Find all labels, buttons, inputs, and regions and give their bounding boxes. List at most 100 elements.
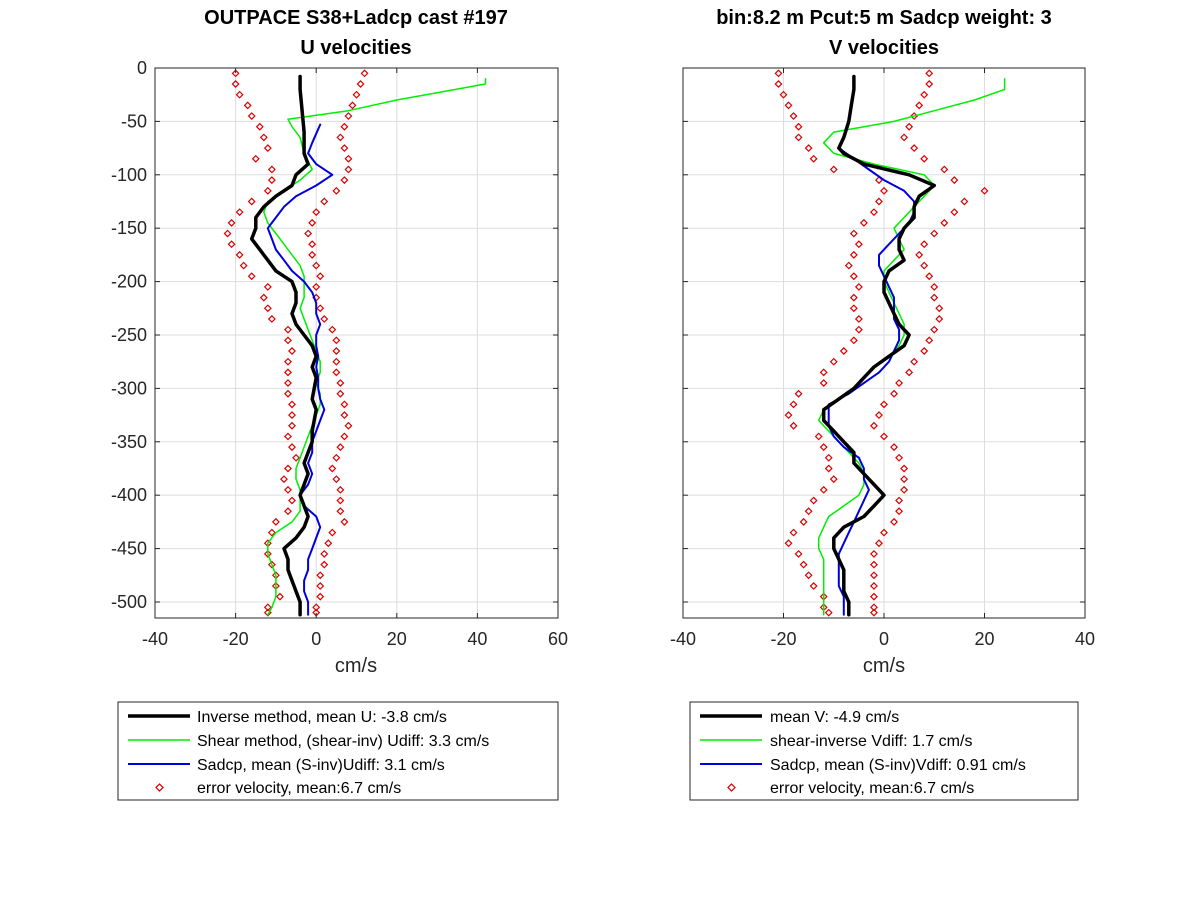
v-error-velocity-point (925, 272, 934, 281)
v-error-velocity-point (819, 368, 828, 377)
u-error-velocity-point (284, 507, 292, 516)
u-panel-x-ticks: -40 -20 0 20 40 60 (142, 68, 568, 649)
v-error-velocity-point (819, 592, 828, 601)
v-panel-legend: mean V: -4.9 cm/s shear-inverse Vdiff: 1… (689, 701, 1079, 801)
v-error-velocity-point (895, 496, 904, 505)
v-error-velocity-point (900, 133, 909, 142)
u-error-velocity-point (340, 517, 349, 526)
v-error-velocity-point (849, 293, 858, 302)
v-error-velocity-point (774, 69, 783, 78)
v-error-velocity-point (960, 197, 969, 206)
v-error-velocity-point (789, 112, 798, 121)
v-error-velocity-point (875, 539, 883, 548)
u-error-velocity-point (263, 603, 272, 612)
u-error-velocity-point (267, 560, 276, 569)
v-error-velocity-point (814, 432, 823, 441)
v-error-velocity-point (920, 347, 929, 355)
u-error-velocity-point (352, 90, 361, 99)
v-error-velocity-point (789, 528, 798, 537)
u-error-velocity-point (340, 176, 349, 185)
v-error-velocity-point (930, 229, 939, 238)
v-velocity-panel: bin:8.2 m Pcut:5 m Sadcp weight: 3 V vel… (670, 7, 1095, 677)
u-error-velocity-point (312, 282, 321, 291)
u-error-velocity-point (332, 347, 341, 355)
v-error-velocity-point (910, 357, 919, 366)
u-error-velocity-point (231, 69, 240, 78)
v-error-velocity-point (869, 571, 878, 580)
u-y-tick-label: -200 (111, 272, 147, 292)
u-panel-y-ticks: 0 -50 -100 -150 -200 -250 -300 -350 -400 -450 -500 (111, 58, 558, 612)
u-error-velocity-point (332, 368, 341, 377)
v-error-velocity-point (880, 186, 888, 195)
u-inverse-profile-line (249, 74, 318, 617)
v-panel-y-ticks (683, 67, 1085, 603)
u-error-velocity-point (328, 464, 337, 473)
v-error-velocity-point (900, 475, 909, 484)
v-error-velocity-point (915, 101, 924, 110)
u-x-tick-label: 60 (548, 629, 568, 649)
u-y-tick-label: -450 (111, 539, 147, 559)
v-error-velocity-point (940, 218, 949, 227)
v-legend-sadcp-label: Sadcp, mean (S-inv)Vdiff: 0.91 cm/s (770, 757, 1026, 774)
v-error-velocity-point (869, 549, 878, 558)
v-error-velocity-point (950, 176, 959, 185)
u-error-velocity-point (344, 154, 353, 163)
v-panel-x-axis-label: cm/s (863, 655, 905, 677)
u-x-tick-label: 20 (387, 629, 407, 649)
v-error-velocity-point (895, 507, 904, 516)
u-error-velocity-point (267, 165, 276, 174)
v-error-velocity-point (824, 608, 833, 617)
u-error-velocity-point (348, 101, 357, 110)
u-error-velocity-point (227, 218, 236, 227)
v-error-velocity-point (895, 453, 904, 462)
u-error-velocity-point (223, 229, 232, 238)
u-error-velocity-point (271, 517, 280, 526)
v-inverse-profile-line (821, 74, 937, 617)
v-error-velocity-point (980, 186, 989, 195)
u-x-tick-label: -40 (142, 629, 168, 649)
v-error-velocity-point (819, 603, 828, 612)
u-error-velocity-point (336, 485, 345, 494)
v-error-velocity-point (819, 379, 828, 388)
v-error-velocity-point (839, 347, 848, 355)
u-x-tick-label: 0 (311, 629, 321, 649)
u-error-velocity-point (344, 112, 353, 121)
v-error-velocity-point (925, 336, 934, 345)
v-error-velocity-point (829, 475, 838, 484)
u-error-velocity-point (288, 411, 296, 420)
u-error-velocity-point (263, 186, 272, 195)
v-error-velocity-point (854, 240, 863, 249)
u-error-velocity-point (247, 272, 256, 281)
u-error-velocity-point (288, 400, 296, 409)
v-error-velocity-point (849, 304, 858, 313)
v-error-velocity-point (905, 122, 914, 131)
v-error-velocity-point (925, 69, 934, 78)
u-error-velocity-point (332, 453, 341, 462)
v-panel-title-line2: V velocities (829, 37, 939, 59)
u-error-velocity-point (320, 315, 329, 323)
u-error-velocity-point (308, 218, 317, 227)
u-error-velocity-point (247, 197, 256, 206)
v-error-velocity-point (930, 282, 939, 291)
v-error-velocity-point (859, 218, 868, 227)
v-error-velocity-point (794, 133, 803, 142)
v-error-velocity-point (799, 560, 808, 569)
u-error-velocity-point (235, 208, 244, 217)
u-error-velocity-point (243, 101, 252, 110)
u-error-velocity-point (320, 197, 329, 206)
u-error-velocity-point (271, 571, 280, 580)
u-error-velocity-point (263, 144, 272, 153)
v-error-velocity-point (774, 80, 783, 88)
v-error-velocity-point (935, 315, 944, 323)
u-error-velocity-point (340, 411, 349, 420)
v-error-velocity-point (789, 400, 798, 409)
v-shear-profile-line (817, 77, 1006, 616)
v-error-velocity-point (890, 517, 899, 526)
v-error-velocity-point (809, 154, 818, 163)
v-error-velocity-point (925, 80, 934, 88)
v-error-velocity-point (794, 549, 803, 558)
u-error-velocity-point (312, 608, 321, 617)
u-error-velocity-point (308, 240, 317, 249)
v-error-velocity-point (819, 443, 828, 452)
